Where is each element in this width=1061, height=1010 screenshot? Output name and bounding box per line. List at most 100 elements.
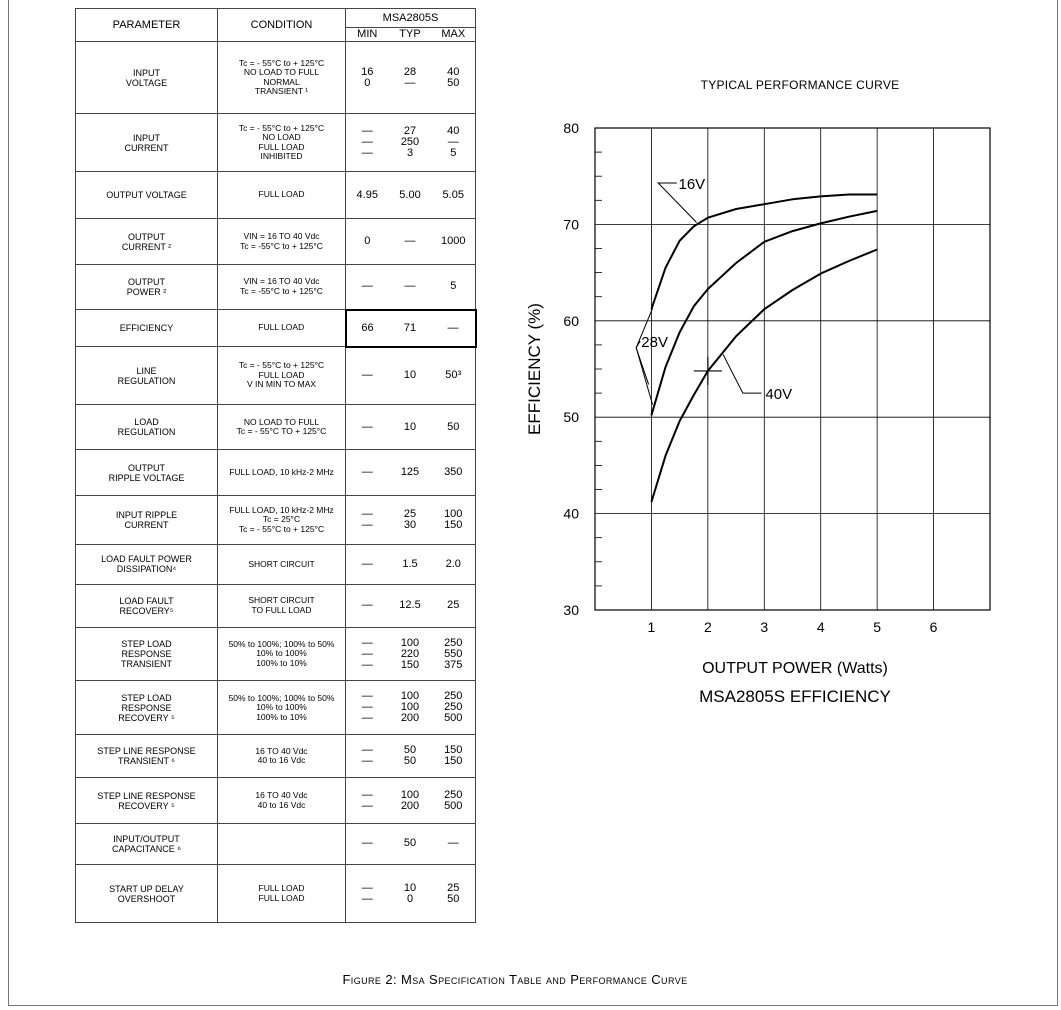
min-value: — <box>361 557 373 570</box>
typ-value: 10 <box>403 881 417 894</box>
typ-value: 200 <box>400 799 420 812</box>
max-value: — <box>447 837 459 850</box>
parameter-text: INPUT <box>133 67 160 78</box>
max-value: 25 <box>447 881 460 894</box>
typ-cell: 50 <box>388 822 432 866</box>
max-cell: 25 <box>431 583 476 628</box>
callout-leader-40V <box>722 354 762 394</box>
min-cell: — — — <box>345 113 389 172</box>
max-value: 1000 <box>441 235 466 248</box>
min-value: — <box>361 420 373 433</box>
typ-value: 12.5 <box>399 599 421 612</box>
parameter-text: CURRENT <box>124 520 169 531</box>
parameter-text: START UP DELAY <box>109 883 184 894</box>
condition-cell: NO LOAD TO FULL Tc = - 55°C TO + 125°C <box>217 404 346 451</box>
parameter-cell: INPUT/OUTPUT CAPACITANCE ⁶ <box>75 822 218 866</box>
condition-text: TO FULL LOAD <box>251 604 312 615</box>
condition-text: Tc = - 55°C to + 125°C <box>238 523 325 534</box>
typ-value: 100 <box>400 636 420 649</box>
table-row: OUTPUT CURRENT ² VIN = 16 TO 40 Vdc Tc = -5… <box>75 218 476 265</box>
typ-value: 28 <box>403 65 417 78</box>
condition-cell: 16 TO 40 Vdc 40 to 16 Vdc <box>217 734 346 779</box>
min-value: 0 <box>364 235 371 248</box>
y-tick-label: 70 <box>563 216 579 232</box>
table-row: INPUT/OUTPUT CAPACITANCE ⁶ — 50 — <box>75 822 476 866</box>
min-value: — <box>361 599 373 612</box>
parameter-text: CAPACITANCE ⁶ <box>112 843 181 854</box>
max-cell: 250 250 500 <box>431 680 476 736</box>
typ-cell: — <box>388 263 432 311</box>
callout-label-16V: 16V <box>679 176 706 193</box>
max-value: 350 <box>444 466 463 479</box>
x-tick-label: 2 <box>704 619 712 635</box>
max-cell: 25 50 <box>431 864 476 923</box>
condition-cell: 50% to 100%; 100% to 50% 10% to 100% 100% … <box>217 626 346 682</box>
condition-text: 40 to 16 Vdc <box>257 755 306 766</box>
header-condition: CONDITION <box>217 8 346 42</box>
typ-value: 10 <box>403 369 417 382</box>
header-parameter: PARAMETER <box>75 8 218 42</box>
max-cell: 150 150 <box>431 734 476 779</box>
figure-caption: Figure 2: Msa Specification Table and Pe… <box>342 972 688 987</box>
min-value: — <box>361 280 373 293</box>
min-cell: — — <box>345 864 389 923</box>
parameter-cell: INPUT VOLTAGE <box>75 40 218 115</box>
parameter-cell: STEP LOAD RESPONSE TRANSIENT <box>75 626 218 682</box>
min-value: 66 <box>361 321 374 334</box>
max-value: 100 <box>444 508 463 521</box>
typ-value: 1.5 <box>402 557 418 570</box>
parameter-text: INPUT <box>133 132 160 143</box>
condition-text: Tc = 25°C <box>262 514 301 525</box>
chart-labels: OUTPUT POWER (Watts) MSA2805S EFFICIENCY E… <box>525 176 891 706</box>
typ-cell: 12.5 <box>388 583 432 628</box>
table-subheader-row: MIN TYP MAX <box>76 26 476 43</box>
parameter-cell: STEP LINE RESPONSE TRANSIENT ⁶ <box>75 734 218 779</box>
condition-cell: SHORT CIRCUIT <box>217 544 346 585</box>
min-cell: 4.95 <box>345 170 389 220</box>
x-tick-label: 4 <box>817 619 825 635</box>
condition-text: 50% to 100%; 100% to 50% <box>228 638 335 649</box>
condition-text: 10% to 100% <box>256 702 307 713</box>
parameter-text: LINE <box>136 365 157 376</box>
parameter-text: STEP LOAD <box>121 639 172 650</box>
max-cell: 40—5 <box>431 113 476 172</box>
header-max: MAX <box>431 26 476 43</box>
condition-cell <box>217 822 346 866</box>
condition-text: SHORT CIRCUIT <box>248 558 315 569</box>
min-value: — <box>361 125 373 138</box>
table-row: OUTPUT VOLTAGE FULL LOAD 4.95 5.00 5.05 <box>75 170 476 220</box>
curve-title: TYPICAL PERFORMANCE CURVE <box>700 78 900 92</box>
min-value: — <box>361 466 373 479</box>
parameter-cell: STEP LOAD RESPONSE RECOVERY ⁵ <box>75 680 218 736</box>
parameter-text: VOLTAGE <box>125 77 168 88</box>
condition-text: 16 TO 40 Vdc <box>255 790 308 801</box>
typ-value: 100 <box>400 788 420 801</box>
parameter-text: OVERSHOOT <box>117 893 176 904</box>
min-cell: 16 0 <box>345 40 389 115</box>
chart-subtitle: MSA2805S EFFICIENCY <box>699 687 891 706</box>
x-tick-label: 6 <box>930 619 938 635</box>
parameter-cell: LINE REGULATION <box>75 346 218 406</box>
min-cell: — — <box>345 494 389 546</box>
condition-text: NO LOAD TO FULL <box>243 67 320 78</box>
parameter-cell: STEP LINE RESPONSE RECOVERY ⁵ <box>75 777 218 824</box>
efficiency-chart: 30 40 50 60 70 80 1 2 3 4 5 6 OUTPUT POWER (Watts) M… <box>525 120 991 706</box>
min-cell: 0 <box>345 218 389 265</box>
condition-cell: 50% to 100%; 100% to 50% 10% to 100% 100% … <box>217 680 346 736</box>
condition-text: FULL LOAD <box>258 892 305 903</box>
chart-ticks: 30 40 50 60 70 80 1 2 3 4 5 6 <box>563 120 937 635</box>
typ-value: — <box>404 76 416 89</box>
max-value: 5 <box>450 280 457 293</box>
parameter-cell: LOAD REGULATION <box>75 404 218 451</box>
min-cell: — <box>345 449 389 496</box>
typ-value: 250 <box>400 136 420 149</box>
max-value: 250 <box>444 701 463 714</box>
max-value: 5.05 <box>442 188 464 201</box>
table-row: STEP LINE RESPONSE TRANSIENT ⁶ 16 TO 40 Vd… <box>75 734 476 779</box>
typ-cell: 50 50 <box>388 734 432 779</box>
typ-cell: 5.00 <box>388 170 432 220</box>
min-value: — <box>361 658 373 671</box>
condition-text: TRANSIENT ¹ <box>254 86 309 97</box>
parameter-cell: INPUT CURRENT <box>75 113 218 172</box>
condition-text: FULL LOAD, 10 kHz-2 MHz <box>229 504 334 515</box>
